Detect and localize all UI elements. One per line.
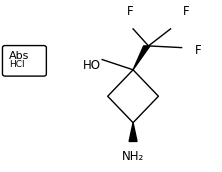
Text: F: F: [195, 44, 201, 57]
Polygon shape: [133, 46, 150, 70]
Text: F: F: [127, 5, 133, 18]
Text: Abs: Abs: [9, 51, 30, 61]
Text: F: F: [183, 5, 189, 18]
FancyBboxPatch shape: [2, 46, 46, 76]
Text: HCl: HCl: [9, 60, 24, 69]
Polygon shape: [129, 123, 137, 141]
Text: HO: HO: [83, 59, 101, 72]
Text: NH₂: NH₂: [121, 150, 144, 163]
